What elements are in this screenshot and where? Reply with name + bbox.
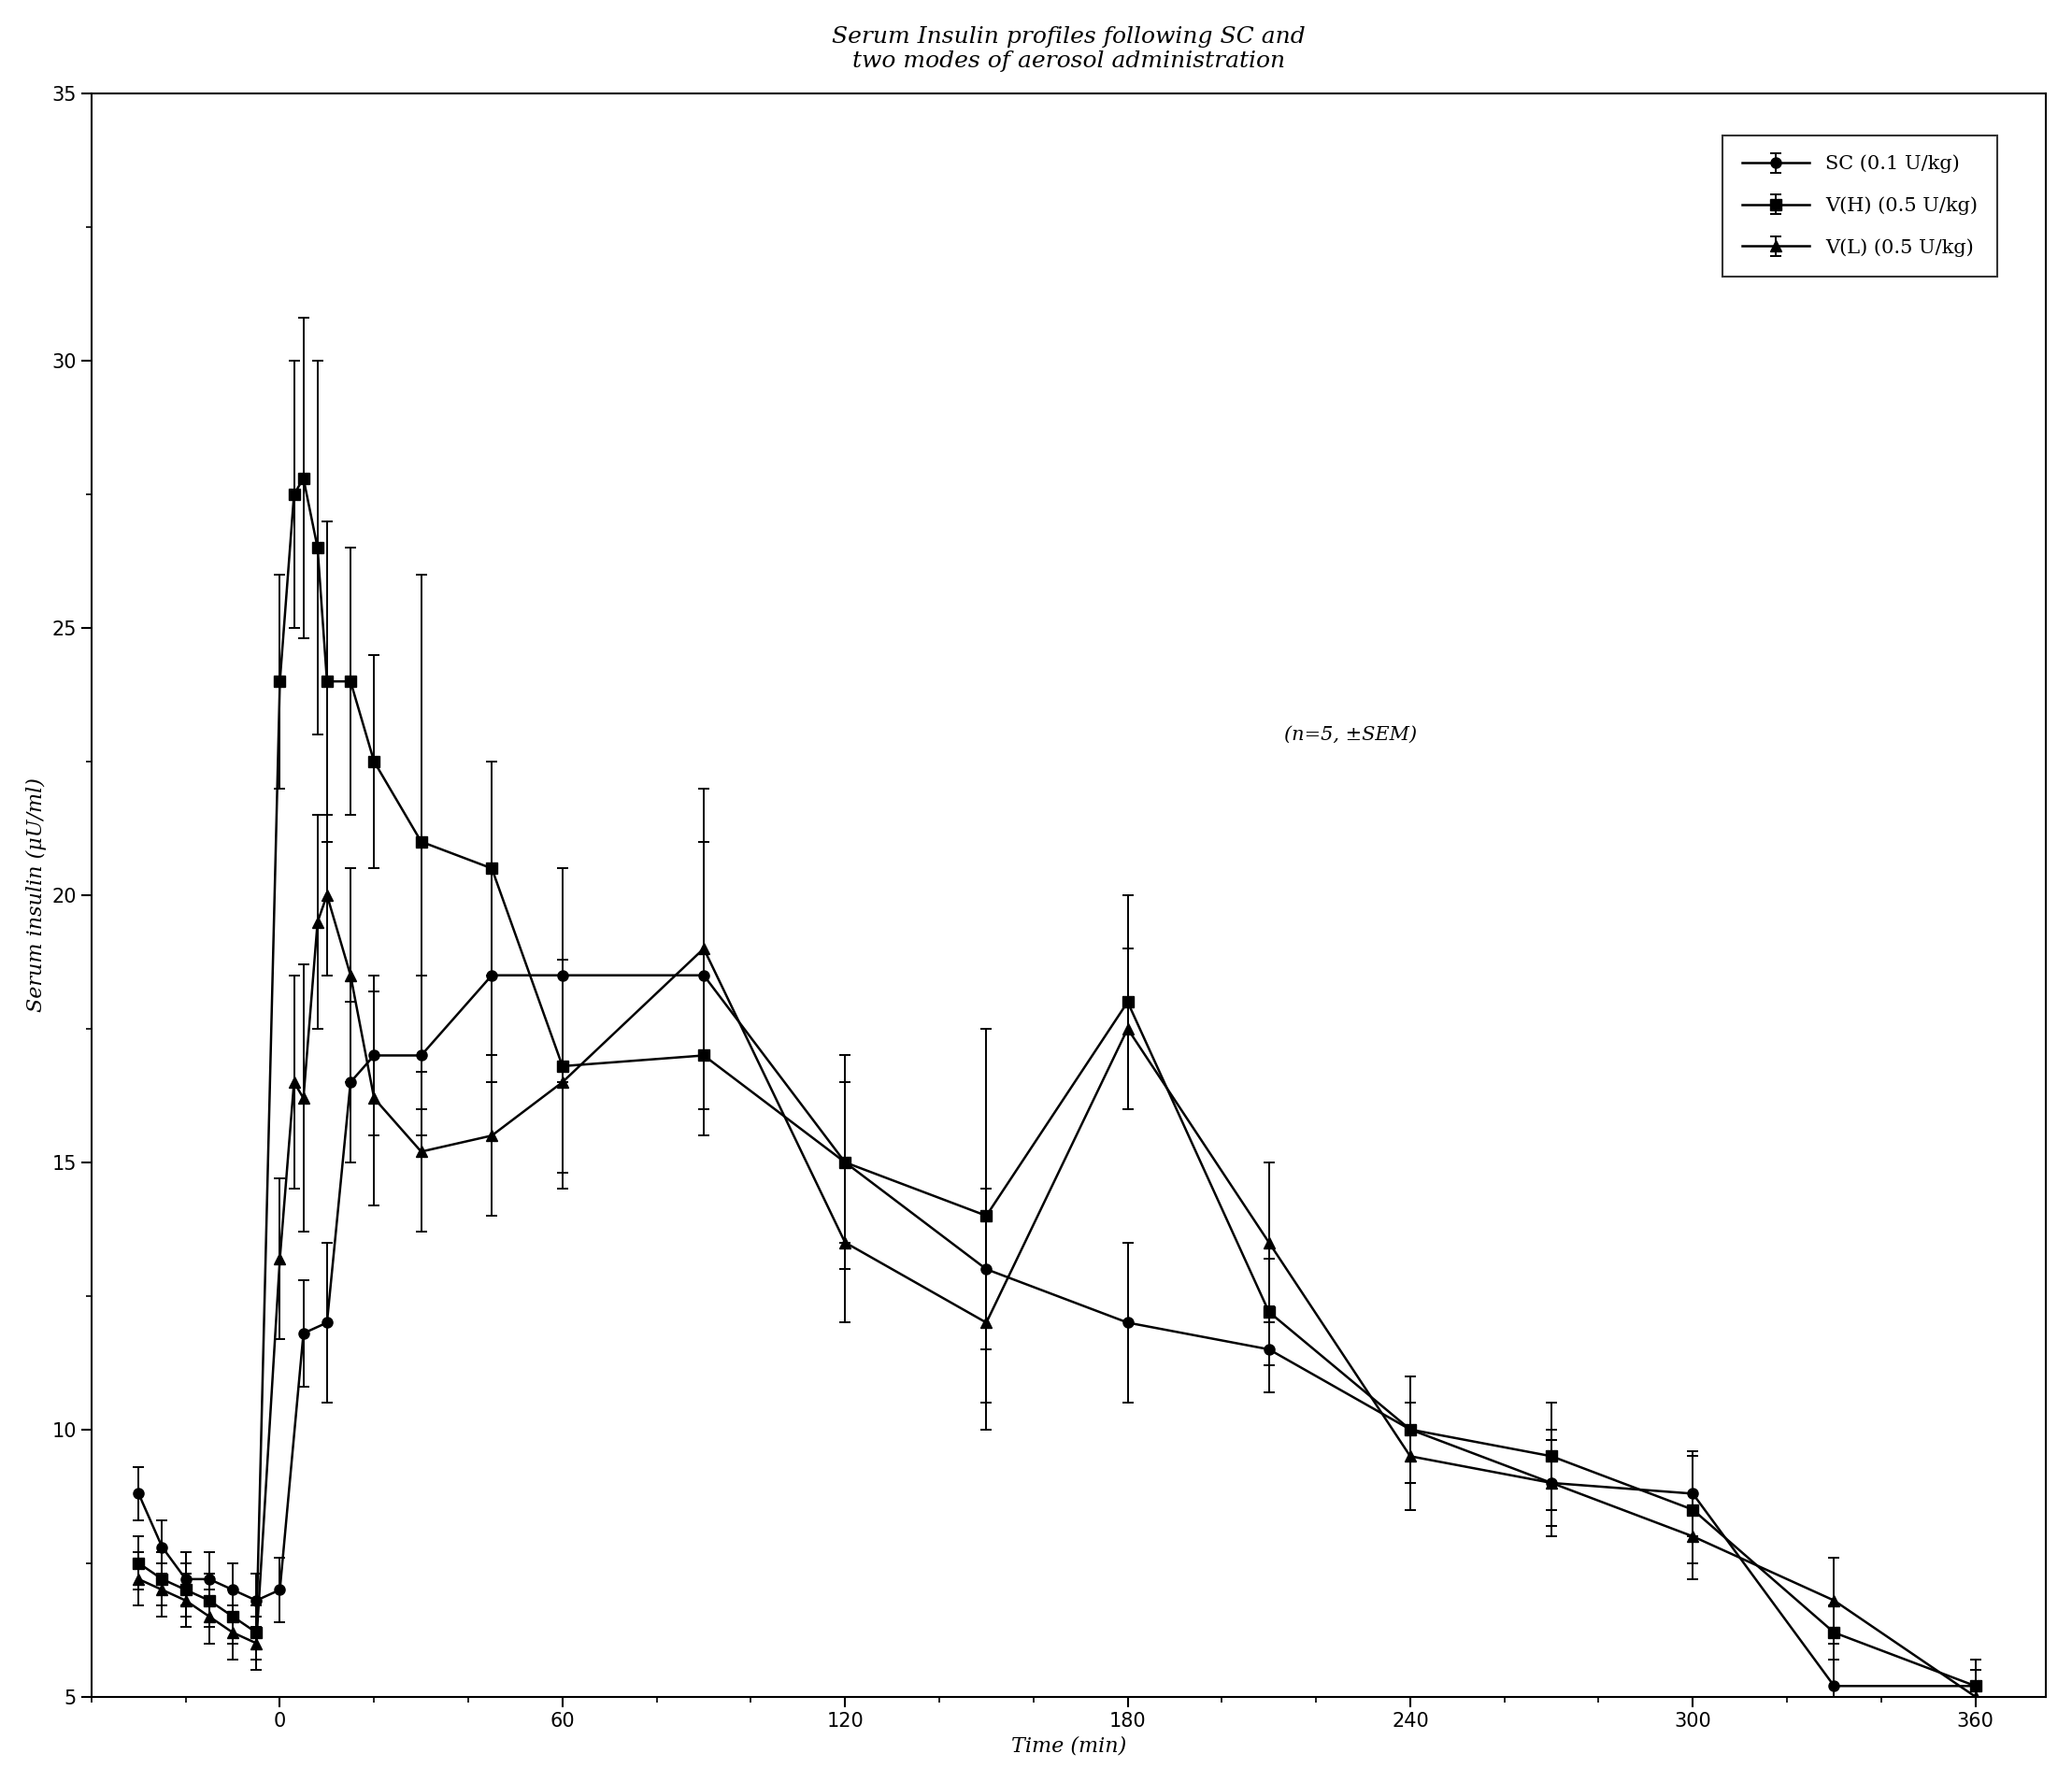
Title: Serum Insulin profiles following SC and
two modes of aerosol administration: Serum Insulin profiles following SC and …: [833, 27, 1305, 73]
Legend: SC (0.1 U/kg), V(H) (0.5 U/kg), V(L) (0.5 U/kg): SC (0.1 U/kg), V(H) (0.5 U/kg), V(L) (0.…: [1722, 135, 1997, 276]
Y-axis label: Serum insulin (μU/ml): Serum insulin (μU/ml): [27, 779, 46, 1012]
X-axis label: Time (min): Time (min): [1011, 1736, 1127, 1755]
Text: (n=5, ±SEM): (n=5, ±SEM): [1285, 725, 1417, 743]
